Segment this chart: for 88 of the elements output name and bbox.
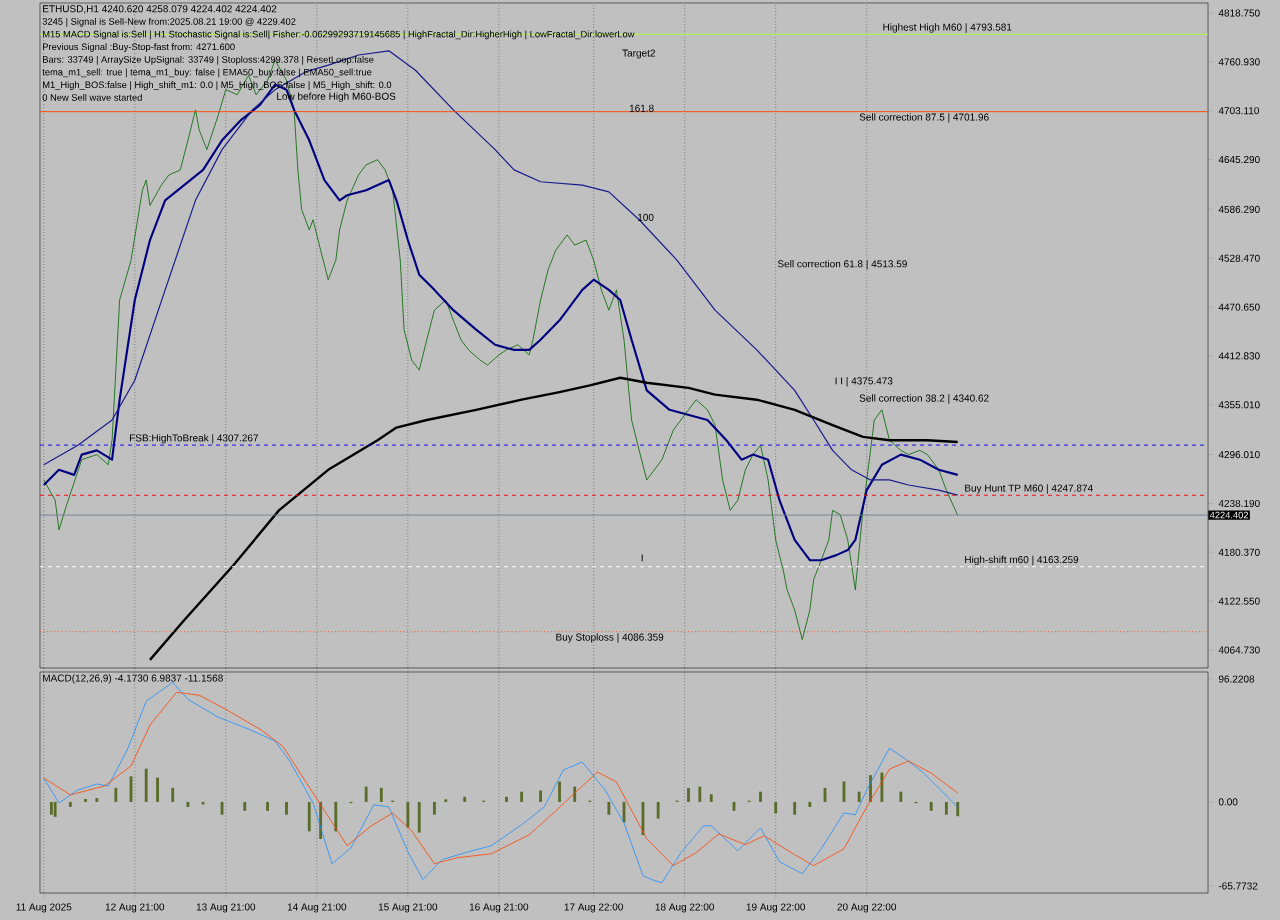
x-tick-label: 19 Aug 22:00 [746, 903, 806, 913]
ref-line-label: 4224.402 [1209, 511, 1249, 519]
y-tick-label: 4355.010 [1218, 401, 1260, 409]
bar [144, 768, 148, 802]
bar [774, 801, 778, 814]
bar [463, 796, 467, 802]
ref-line-label: FSB:HighToBreak | 4307.267 [130, 434, 259, 444]
bar [432, 801, 436, 815]
bar [171, 787, 175, 802]
annotation: I [641, 554, 643, 562]
annotation: Sell correction 61.8 | 4513.59 [777, 260, 907, 270]
chart-title: MACD(12,26,9) -4.1730 6.9837 -11.1568 [43, 674, 223, 684]
y-tick-label: 0.00 [1218, 798, 1238, 806]
annotation: I I | 4375.473 [835, 377, 893, 387]
bar [899, 791, 903, 802]
ref-line-label: Buy Hunt TP M60 | 4247.874 [965, 484, 1093, 494]
x-tick-label: 17 Aug 22:00 [564, 903, 624, 913]
bar [84, 798, 87, 802]
x-tick-label: 16 Aug 21:00 [469, 903, 529, 913]
bar [364, 786, 368, 802]
bar [698, 786, 702, 802]
bar [444, 799, 448, 802]
y-tick-label: 96.2208 [1218, 675, 1255, 683]
bar [539, 790, 542, 802]
annotation: 161.8 [629, 104, 654, 112]
bar [186, 801, 190, 808]
ref-line-label: High-shift m60 | 4163.259 [965, 555, 1079, 566]
y-tick-label: -65.7732 [1218, 882, 1258, 890]
chart-title: ETHUSD,H1 4240.620 4258.079 4224.402 4224.402 [43, 5, 277, 14]
bar [607, 801, 611, 815]
bar [793, 801, 797, 815]
y-tick-label: 4180.370 [1218, 548, 1260, 556]
y-tick-label: 4296.010 [1218, 451, 1260, 459]
bar [49, 801, 53, 815]
ref-line-label: Sell correction 87.5 | 4701.96 [859, 113, 989, 123]
bar [808, 801, 812, 808]
bar [956, 801, 960, 817]
x-tick-label: 18 Aug 22:00 [655, 903, 715, 913]
y-tick-label: 4064.730 [1218, 646, 1260, 654]
bar [114, 787, 118, 802]
y-tick-label: 4122.550 [1218, 597, 1260, 605]
annotation: 100 [638, 213, 654, 221]
y-tick-label: 4760.930 [1218, 58, 1260, 66]
bar [266, 801, 269, 811]
bar [880, 772, 884, 802]
bar [379, 787, 383, 802]
bar [558, 781, 561, 802]
y-tick-label: 4238.190 [1218, 499, 1260, 507]
bar [285, 801, 288, 815]
y-tick-label: 4586.290 [1218, 205, 1260, 213]
x-tick-label: 15 Aug 21:00 [378, 903, 438, 913]
y-tick-label: 4703.110 [1218, 107, 1259, 115]
ref-line-label: Highest High M60 | 4793.581 [883, 23, 1012, 33]
bar [687, 787, 690, 802]
bar [857, 791, 861, 802]
annotation: M15 MACD Signal is:Sell | H1 Stochastic Signal is:Sell| Fisher:-0.06299293719145685 | HighFractal_Dir:HigherHigh | LowFractal_Dir:lowerLow [43, 30, 635, 40]
x-tick-label: 11 Aug 2025 [16, 903, 72, 913]
bar [406, 801, 410, 828]
y-tick-label: 4470.650 [1218, 303, 1260, 311]
y-tick-label: 4645.290 [1218, 155, 1260, 164]
bar [53, 801, 57, 817]
ref-line-label: Buy Stoploss | 4086.359 [556, 633, 664, 643]
bar [520, 791, 524, 802]
bar [709, 794, 713, 802]
bar [929, 801, 933, 811]
bar [156, 777, 159, 802]
bar [68, 801, 72, 807]
bar [656, 801, 660, 819]
bar [944, 801, 948, 815]
bar [307, 801, 311, 832]
x-tick-label: 20 Aug 22:00 [837, 903, 897, 913]
annotation: Sell correction 38.2 | 4340.62 [859, 394, 989, 404]
x-tick-label: 12 Aug 21:00 [105, 903, 165, 913]
y-tick-label: 4528.470 [1218, 254, 1260, 262]
y-tick-label: 4412.830 [1218, 352, 1260, 360]
bar [759, 791, 762, 802]
annotation: Previous Signal :Buy-Stop-fast from: 4271.600 [43, 43, 235, 52]
bar [95, 798, 99, 802]
annotation: 3245 | Signal is Sell-New from:2025.08.21 19:00 @ 4229.402 [42, 17, 296, 27]
annotation: Target2 [622, 49, 655, 59]
y-tick-label: 4818.750 [1218, 9, 1260, 17]
bar [334, 801, 338, 832]
annotation: 0 New Sell wave started [42, 93, 142, 101]
x-tick-label: 14 Aug 21:00 [287, 903, 347, 913]
bar [243, 801, 247, 811]
bar [417, 801, 421, 833]
x-tick-label: 13 Aug 21:00 [196, 903, 256, 913]
bar [505, 796, 508, 802]
